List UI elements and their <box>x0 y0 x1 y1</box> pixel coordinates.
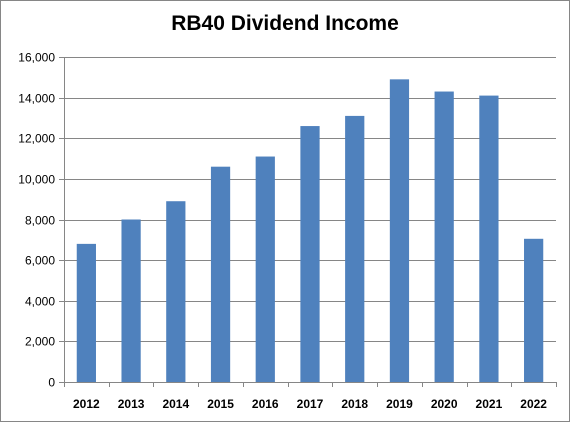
y-tick-label-1: 2,000 <box>25 335 55 349</box>
bar-2015 <box>210 166 231 382</box>
bar-2020 <box>434 91 454 382</box>
x-tick-label-2015: 2015 <box>207 397 234 411</box>
y-tick-label-7: 14,000 <box>18 92 55 106</box>
bar-2019 <box>389 79 410 382</box>
y-tick-labels: 0 2,000 4,000 6,000 8,000 10,000 12,000 14,000 1… <box>18 51 55 390</box>
x-tick-label-2016: 2016 <box>252 397 279 411</box>
x-tick-label-2017: 2017 <box>297 397 324 411</box>
bar-2014 <box>166 201 186 382</box>
chart-title: RB40 Dividend Income <box>171 12 399 35</box>
x-tick-label-2021: 2021 <box>476 397 503 411</box>
bar-2021 <box>479 95 499 382</box>
y-tick-label-2: 4,000 <box>25 295 55 309</box>
bar-2022 <box>524 238 544 382</box>
bar-2013 <box>121 219 141 382</box>
axes <box>59 57 557 387</box>
x-tick-labels: 2012 2013 2014 2015 2016 2017 2018 2019 2020 2021… <box>73 397 547 411</box>
y-tick-label-5: 10,000 <box>18 173 55 187</box>
y-tick-label-6: 12,000 <box>18 132 55 146</box>
x-tick-label-2018: 2018 <box>341 397 368 411</box>
x-tick-label-2012: 2012 <box>73 397 100 411</box>
x-tick-label-2022: 2022 <box>520 397 547 411</box>
y-tick-label-0: 0 <box>48 376 55 390</box>
x-tick-label-2019: 2019 <box>386 397 413 411</box>
x-tick-label-2020: 2020 <box>431 397 458 411</box>
bars <box>76 79 544 382</box>
bar-2012 <box>76 243 96 382</box>
bar-2018 <box>345 115 365 382</box>
y-tick-label-8: 16,000 <box>18 51 55 65</box>
y-tick-label-4: 8,000 <box>25 214 55 228</box>
bar-2017 <box>300 126 320 382</box>
bar-2016 <box>255 156 275 382</box>
y-tick-label-3: 6,000 <box>25 254 55 268</box>
x-tick-label-2014: 2014 <box>162 397 189 411</box>
x-tick-label-2013: 2013 <box>118 397 145 411</box>
